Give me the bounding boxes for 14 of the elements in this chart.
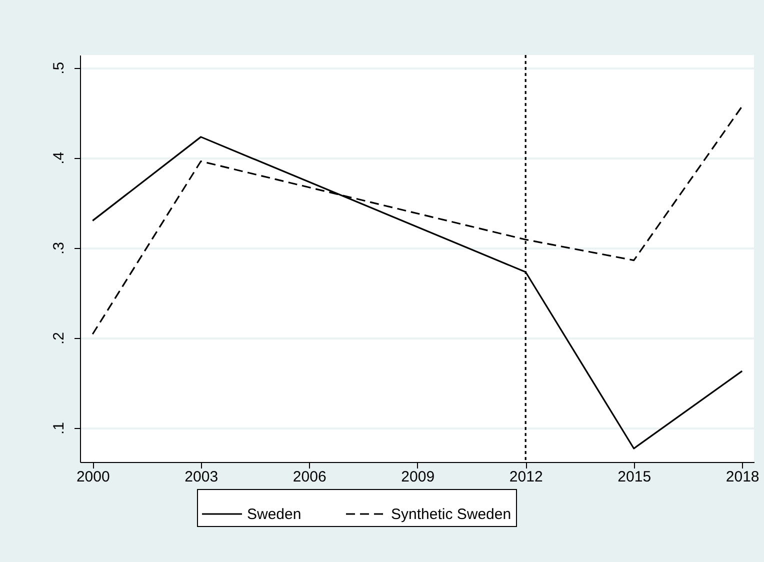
- x-tick-label: 2015: [618, 468, 652, 486]
- x-tick-label: 2018: [726, 468, 760, 486]
- y-tick-label: .3: [50, 242, 68, 254]
- x-tick-label: 2006: [292, 468, 326, 486]
- y-tick-label: .5: [50, 62, 68, 74]
- x-tick-label: 2009: [401, 468, 435, 486]
- y-tick-label: .4: [50, 152, 68, 164]
- x-tick-label: 2000: [76, 468, 110, 486]
- legend-label: Sweden: [247, 506, 302, 523]
- y-tick-label: .1: [50, 422, 68, 435]
- x-tick-label: 2003: [184, 468, 218, 486]
- legend-label: Synthetic Sweden: [391, 506, 512, 523]
- y-tick-label: .2: [50, 332, 68, 344]
- x-tick-label: 2012: [509, 468, 543, 486]
